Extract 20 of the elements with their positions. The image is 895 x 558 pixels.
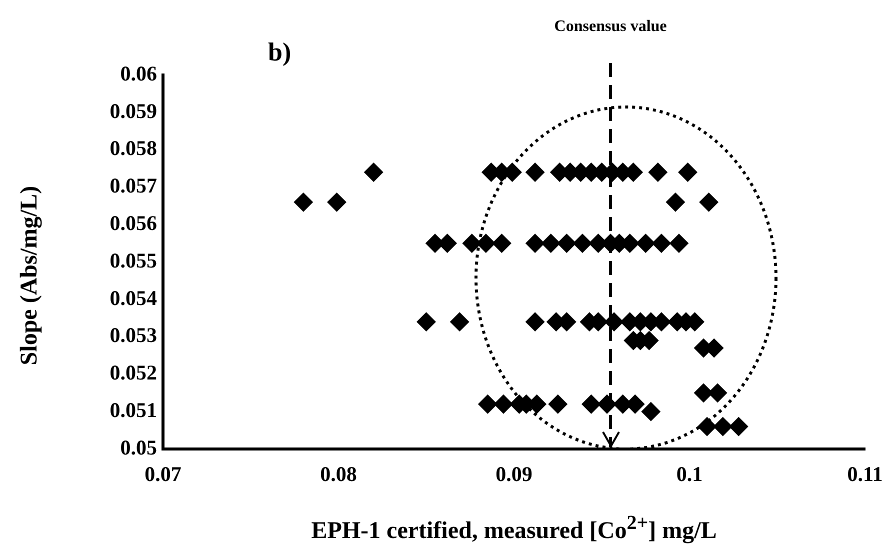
y-tick-label: 0.057 xyxy=(110,174,157,198)
x-tick-label: 0.07 xyxy=(144,462,182,486)
y-tick-label: 0.053 xyxy=(110,323,157,348)
x-tick-label: 0.08 xyxy=(320,462,357,486)
text: b) xyxy=(268,38,292,67)
x-axis-title: EPH-1 certified, measured [Co$^{2+}$] mg/L xyxy=(310,512,718,545)
y-tick-label: 0.06 xyxy=(120,61,157,86)
y-tick-label: 0.05 xyxy=(120,435,157,460)
x-tick-label: 0.1 xyxy=(676,462,703,486)
y-tick-label: 0.052 xyxy=(110,360,157,385)
y-tick-label: 0.059 xyxy=(110,98,157,123)
x-tick-label: 0.09 xyxy=(496,462,532,486)
y-tick-label: 0.051 xyxy=(110,398,157,422)
x-tick-label: 0.11 xyxy=(847,462,883,486)
y-tick-label: 0.054 xyxy=(110,286,158,310)
y-tick-label: 0.055 xyxy=(110,248,157,272)
ref-line-label: Consensus value xyxy=(554,18,667,36)
y-tick-label: 0.058 xyxy=(110,136,157,160)
y-axis-title: Slope (Abs/mg/L) xyxy=(16,184,44,368)
y-tick-label: 0.056 xyxy=(110,211,157,236)
